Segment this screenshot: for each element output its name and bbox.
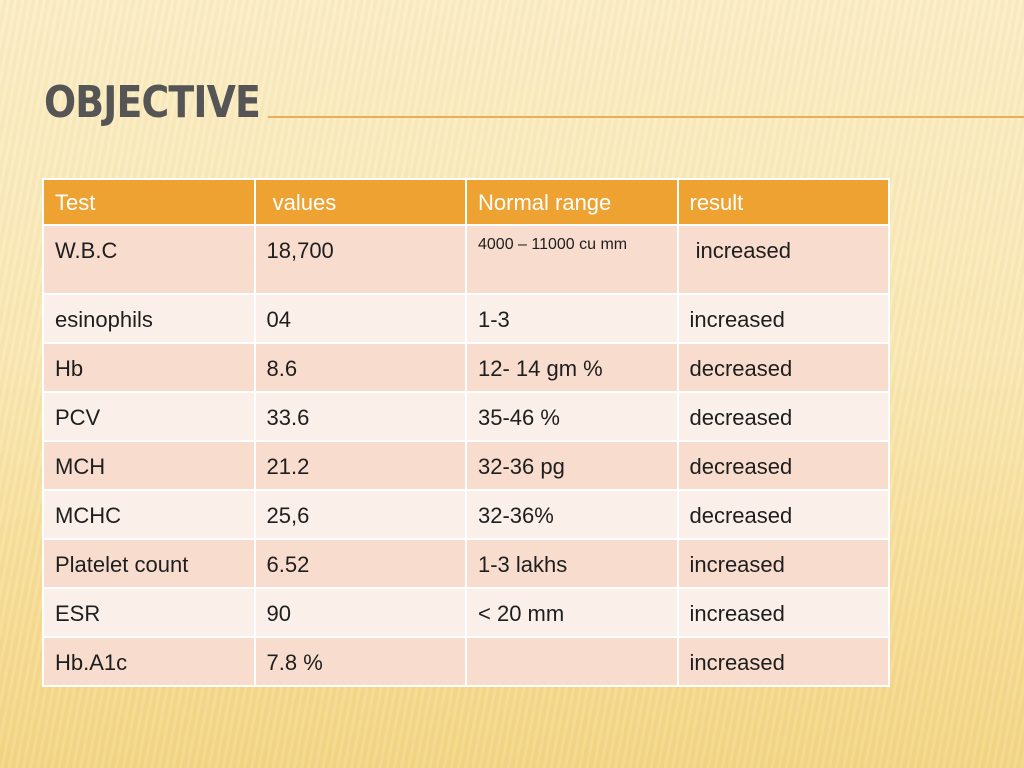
cell-normal-range: 35-46 %	[465, 391, 679, 442]
cell-test: ESR	[42, 587, 256, 638]
cell-value: 7.8 %	[253, 636, 467, 687]
header-result: result	[676, 178, 890, 226]
table-row: MCH 21.2 32-36 pg decreased	[42, 440, 890, 491]
table-row: Hb 8.6 12- 14 gm % decreased	[42, 342, 890, 393]
cell-value: 25,6	[253, 489, 467, 540]
lab-results-table: Test values Normal range result W.B.C 18…	[42, 178, 890, 687]
cell-result: increased	[676, 636, 890, 687]
table-row: ESR 90 < 20 mm increased	[42, 587, 890, 638]
cell-result: increased	[676, 293, 890, 344]
cell-normal-range: 32-36 pg	[465, 440, 679, 491]
cell-value: 21.2	[253, 440, 467, 491]
table-row: W.B.C 18,700 4000 – 11000 cu mm increase…	[42, 224, 890, 295]
table-row: esinophils 04 1-3 increased	[42, 293, 890, 344]
cell-normal-range: 1-3	[465, 293, 679, 344]
cell-result: decreased	[676, 440, 890, 491]
cell-test: Hb	[42, 342, 256, 393]
cell-result: increased	[676, 538, 890, 589]
cell-normal-range	[465, 636, 679, 687]
cell-value: 8.6	[253, 342, 467, 393]
cell-test: PCV	[42, 391, 256, 442]
cell-test: MCHC	[42, 489, 256, 540]
cell-test: Platelet count	[42, 538, 256, 589]
cell-value: 90	[253, 587, 467, 638]
cell-result: decreased	[676, 391, 890, 442]
cell-test: MCH	[42, 440, 256, 491]
header-normal-range: Normal range	[465, 178, 679, 226]
cell-value: 6.52	[253, 538, 467, 589]
table-row: Hb.A1c 7.8 % increased	[42, 636, 890, 687]
title-underline	[268, 116, 1024, 118]
cell-result: increased	[676, 224, 890, 295]
lab-results-table-container: Test values Normal range result W.B.C 18…	[42, 178, 890, 687]
cell-normal-range: 12- 14 gm %	[465, 342, 679, 393]
table-row: Platelet count 6.52 1-3 lakhs increased	[42, 538, 890, 589]
slide-title: OBJECTIVE	[44, 77, 261, 128]
cell-value: 33.6	[253, 391, 467, 442]
cell-value: 04	[253, 293, 467, 344]
cell-test: esinophils	[42, 293, 256, 344]
header-values: values	[253, 178, 467, 226]
cell-normal-range: 4000 – 11000 cu mm	[465, 224, 679, 295]
table-row: PCV 33.6 35-46 % decreased	[42, 391, 890, 442]
cell-result: increased	[676, 587, 890, 638]
cell-normal-range: < 20 mm	[465, 587, 679, 638]
cell-test: W.B.C	[42, 224, 256, 295]
cell-normal-range: 32-36%	[465, 489, 679, 540]
cell-result: decreased	[676, 489, 890, 540]
header-test: Test	[42, 178, 256, 226]
table-header-row: Test values Normal range result	[42, 178, 890, 226]
cell-value: 18,700	[253, 224, 467, 295]
cell-result: decreased	[676, 342, 890, 393]
cell-test: Hb.A1c	[42, 636, 256, 687]
cell-normal-range: 1-3 lakhs	[465, 538, 679, 589]
table-row: MCHC 25,6 32-36% decreased	[42, 489, 890, 540]
